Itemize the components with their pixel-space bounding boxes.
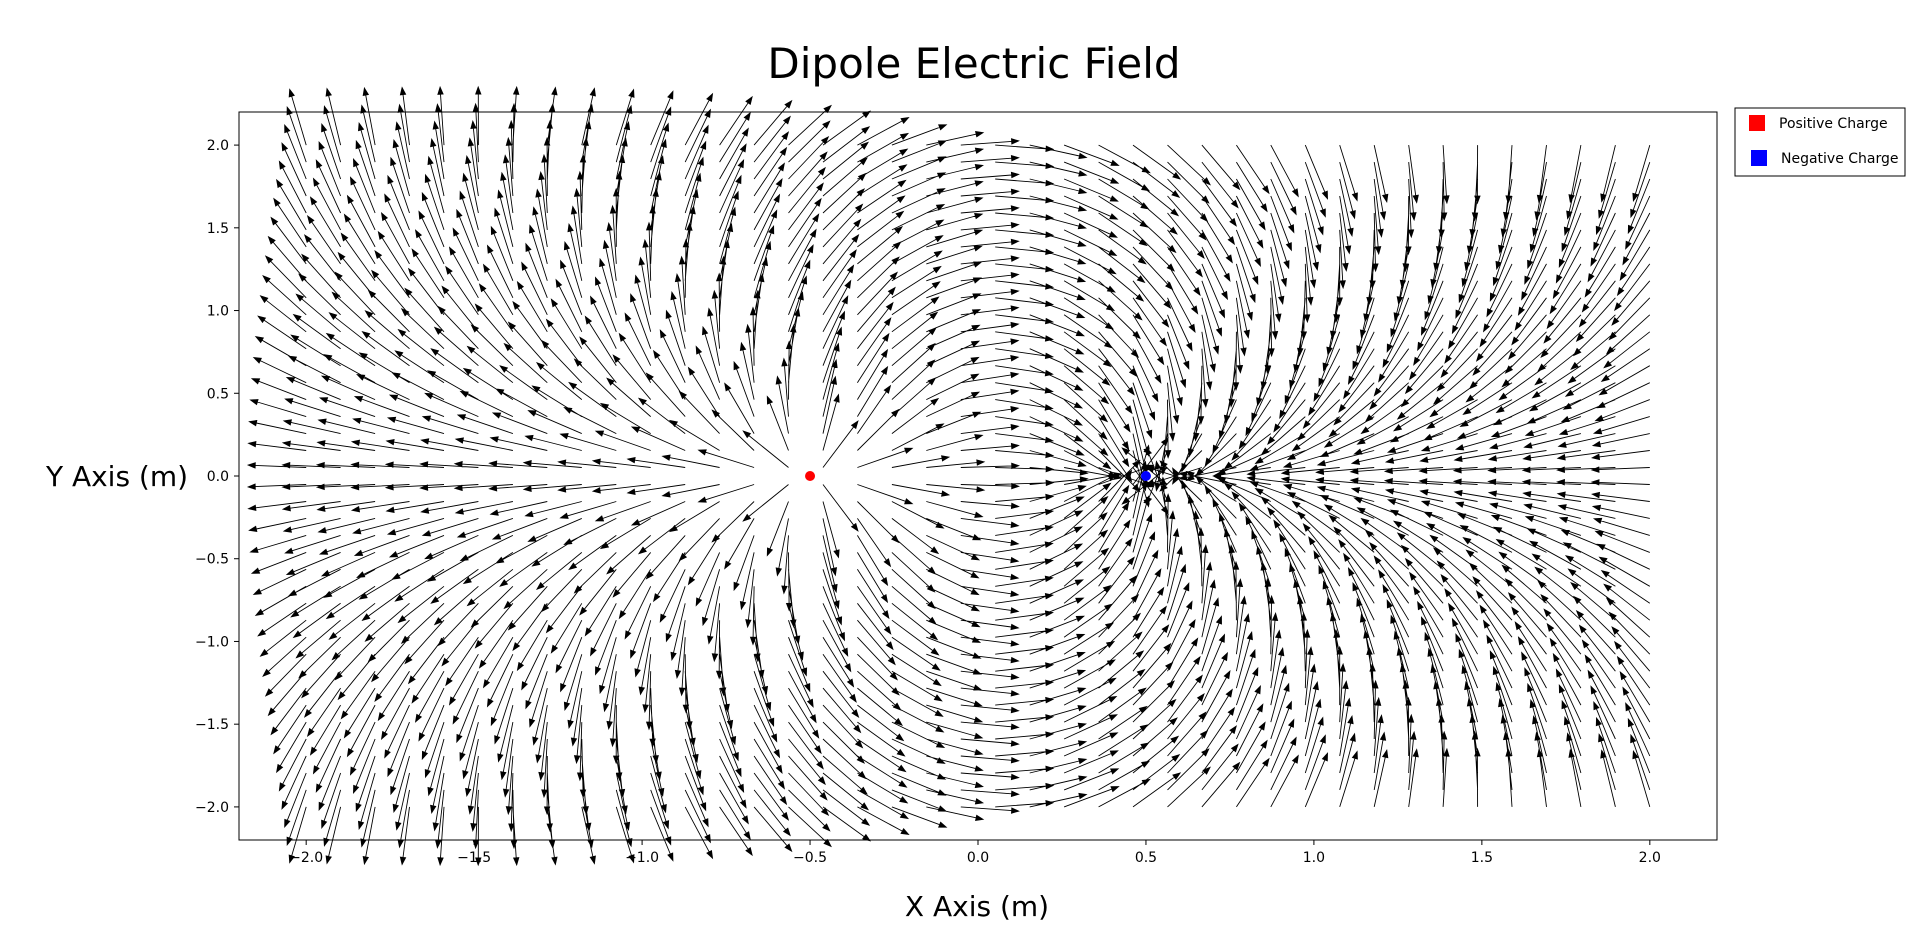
y-tick-label: −2.0 [195,800,229,816]
x-tick-label: −1.0 [625,850,659,866]
legend: Positive Charge Negative Charge [1734,107,1906,177]
legend-swatch-negative [1751,150,1767,166]
x-axis-title: X Axis (m) [905,890,1049,923]
y-tick-label: −0.5 [195,552,229,568]
y-axis-ticks: −2.0 −1.5 −1.0 −0.5 0.0 0.5 1.0 1.5 2.0 [195,138,239,816]
y-tick-label: −1.5 [195,717,229,733]
positive-charge-marker [805,471,816,481]
x-tick-label: 0.5 [1135,850,1157,866]
y-axis-title: Y Axis (m) [45,460,188,493]
legend-label-negative: Negative Charge [1781,151,1899,167]
x-tick-label: −2.0 [289,850,323,866]
x-tick-label: 2.0 [1639,850,1661,866]
charge-markers [805,471,1151,481]
legend-label-positive: Positive Charge [1779,116,1888,132]
quiver-field [246,85,1651,867]
y-tick-label: 1.0 [207,304,229,320]
x-tick-label: 0.0 [967,850,989,866]
chart-title: Dipole Electric Field [767,39,1180,88]
x-axis-ticks: −2.0 −1.5 −1.0 −0.5 0.0 0.5 1.0 1.5 2.0 [289,840,1661,866]
y-tick-label: 1.5 [207,221,229,237]
legend-swatch-positive [1749,115,1765,131]
x-tick-label: −1.5 [457,850,491,866]
x-tick-label: 1.0 [1303,850,1325,866]
x-tick-label: −0.5 [793,850,827,866]
y-tick-label: −1.0 [195,634,229,650]
negative-charge-marker [1140,471,1151,481]
y-tick-label: 0.0 [207,469,229,485]
field-arrows [246,85,1651,867]
x-tick-label: 1.5 [1471,850,1493,866]
y-tick-label: 0.5 [207,386,229,402]
y-tick-label: 2.0 [207,138,229,154]
plot-frame [238,111,1718,841]
